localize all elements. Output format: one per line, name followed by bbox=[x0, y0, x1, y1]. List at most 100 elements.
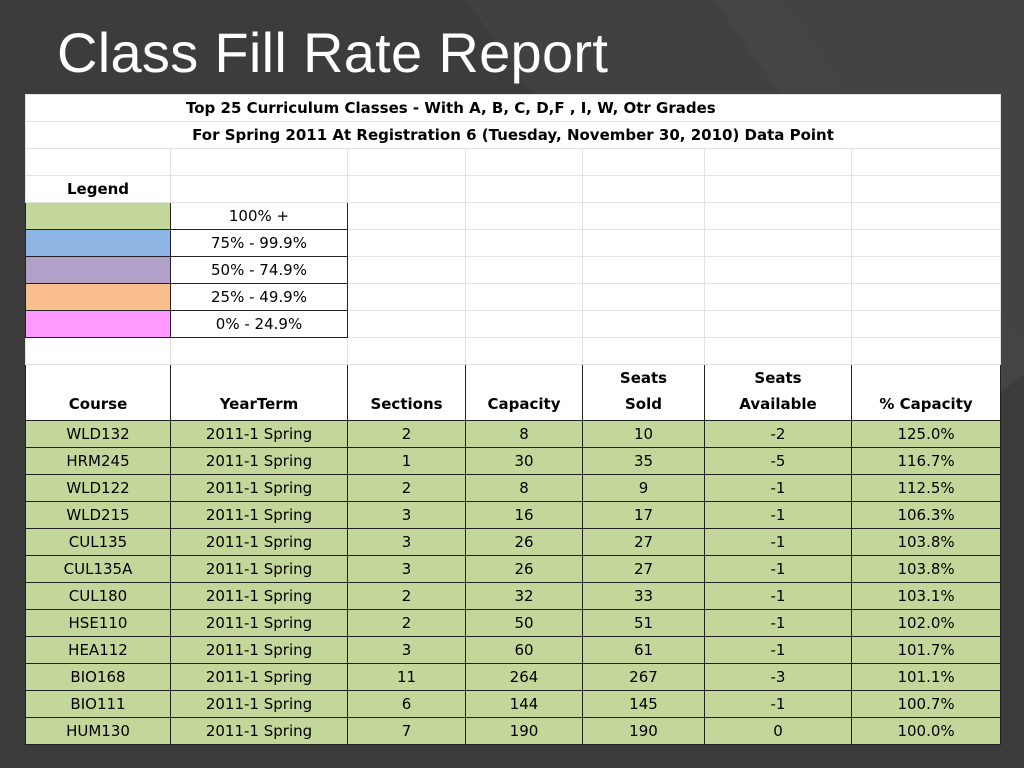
empty-cell bbox=[582, 175, 705, 203]
data-rows: WLD132 2011-1 Spring 2 8 10 -2 125.0% HRM245 201… bbox=[25, 420, 1002, 745]
cell-seats-available: 0 bbox=[704, 717, 852, 745]
empty-cell bbox=[850, 283, 1002, 311]
table-row: HRM245 2011-1 Spring 1 30 35 -5 116.7% bbox=[25, 447, 1002, 475]
cell-sections: 2 bbox=[347, 609, 466, 637]
empty-cell bbox=[170, 148, 348, 176]
empty-cell bbox=[704, 337, 852, 365]
cell-seats-available: -1 bbox=[704, 609, 852, 637]
column-header-sections: Sections bbox=[347, 364, 466, 421]
empty-cell bbox=[347, 148, 466, 176]
column-header-pct-capacity: % Capacity bbox=[850, 364, 1002, 421]
empty-cell bbox=[582, 148, 705, 176]
empty-cell bbox=[347, 229, 466, 257]
empty-cell bbox=[465, 229, 583, 257]
cell-pct-capacity: 101.1% bbox=[850, 663, 1002, 691]
cell-sections: 1 bbox=[347, 447, 466, 475]
cell-pct-capacity: 100.0% bbox=[850, 717, 1002, 745]
empty-cell bbox=[582, 202, 705, 230]
empty-cell bbox=[850, 148, 1002, 176]
legend-row: 0% - 24.9% bbox=[25, 310, 1002, 338]
empty-cell bbox=[170, 175, 348, 203]
cell-sections: 2 bbox=[347, 420, 466, 448]
table-row: HUM130 2011-1 Spring 7 190 190 0 100.0% bbox=[25, 717, 1002, 745]
cell-pct-capacity: 100.7% bbox=[850, 690, 1002, 718]
table-row: WLD132 2011-1 Spring 2 8 10 -2 125.0% bbox=[25, 420, 1002, 448]
column-header-seats-sold-line1: Seats bbox=[619, 369, 668, 387]
legend-swatch-blue bbox=[25, 229, 171, 257]
cell-course: BIO168 bbox=[25, 663, 171, 691]
cell-seats-available: -2 bbox=[704, 420, 852, 448]
cell-sections: 3 bbox=[347, 501, 466, 529]
cell-seats-available: -1 bbox=[704, 636, 852, 664]
cell-yearterm: 2011-1 Spring bbox=[170, 555, 348, 583]
column-header-seats-available-line1: Seats bbox=[754, 369, 802, 387]
legend-title: Legend bbox=[25, 175, 171, 203]
table-row: CUL135 2011-1 Spring 3 26 27 -1 103.8% bbox=[25, 528, 1002, 556]
cell-sections: 3 bbox=[347, 528, 466, 556]
column-header-course: Course bbox=[25, 364, 171, 421]
cell-seats-sold: 35 bbox=[582, 447, 705, 475]
empty-cell bbox=[170, 337, 348, 365]
cell-capacity: 60 bbox=[465, 636, 583, 664]
cell-course: WLD132 bbox=[25, 420, 171, 448]
cell-course: WLD122 bbox=[25, 474, 171, 502]
cell-sections: 3 bbox=[347, 555, 466, 583]
empty-cell bbox=[704, 310, 852, 338]
cell-seats-available: -1 bbox=[704, 690, 852, 718]
cell-capacity: 26 bbox=[465, 555, 583, 583]
cell-pct-capacity: 103.8% bbox=[850, 528, 1002, 556]
report-table: Top 25 Curriculum Classes - With A, B, C… bbox=[24, 94, 1002, 745]
cell-course: CUL135A bbox=[25, 555, 171, 583]
cell-pct-capacity: 125.0% bbox=[850, 420, 1002, 448]
cell-pct-capacity: 103.8% bbox=[850, 555, 1002, 583]
empty-cell bbox=[465, 283, 583, 311]
cell-yearterm: 2011-1 Spring bbox=[170, 474, 348, 502]
cell-course: HUM130 bbox=[25, 717, 171, 745]
cell-capacity: 26 bbox=[465, 528, 583, 556]
empty-cell bbox=[347, 256, 466, 284]
report-heading-1: Top 25 Curriculum Classes - With A, B, C… bbox=[24, 94, 1002, 122]
cell-seats-sold: 51 bbox=[582, 609, 705, 637]
empty-cell bbox=[850, 175, 1002, 203]
cell-seats-sold: 10 bbox=[582, 420, 705, 448]
column-header-row: Course YearTerm Sections Capacity Seats S… bbox=[25, 364, 1002, 421]
cell-sections: 2 bbox=[347, 474, 466, 502]
cell-seats-sold: 145 bbox=[582, 690, 705, 718]
legend-swatch-green bbox=[25, 202, 171, 230]
table-row: CUL180 2011-1 Spring 2 32 33 -1 103.1% bbox=[25, 582, 1002, 610]
column-header-seats-sold-line2: Sold bbox=[625, 395, 662, 413]
cell-seats-sold: 61 bbox=[582, 636, 705, 664]
empty-cell bbox=[850, 256, 1002, 284]
cell-course: WLD215 bbox=[25, 501, 171, 529]
table-row: BIO111 2011-1 Spring 6 144 145 -1 100.7% bbox=[25, 690, 1002, 718]
cell-course: CUL135 bbox=[25, 528, 171, 556]
empty-cell bbox=[704, 229, 852, 257]
table-row: BIO168 2011-1 Spring 11 264 267 -3 101.1% bbox=[25, 663, 1002, 691]
legend-swatch-purple bbox=[25, 256, 171, 284]
cell-course: HSE110 bbox=[25, 609, 171, 637]
empty-cell bbox=[850, 310, 1002, 338]
cell-seats-sold: 27 bbox=[582, 555, 705, 583]
column-header-capacity: Capacity bbox=[465, 364, 583, 421]
table-row: CUL135A 2011-1 Spring 3 26 27 -1 103.8% bbox=[25, 555, 1002, 583]
empty-cell bbox=[704, 256, 852, 284]
table-row: WLD122 2011-1 Spring 2 8 9 -1 112.5% bbox=[25, 474, 1002, 502]
column-header-seats-sold: Seats Sold bbox=[582, 364, 705, 421]
cell-yearterm: 2011-1 Spring bbox=[170, 636, 348, 664]
cell-seats-sold: 9 bbox=[582, 474, 705, 502]
table-row: HEA112 2011-1 Spring 3 60 61 -1 101.7% bbox=[25, 636, 1002, 664]
cell-pct-capacity: 116.7% bbox=[850, 447, 1002, 475]
cell-seats-available: -1 bbox=[704, 501, 852, 529]
cell-yearterm: 2011-1 Spring bbox=[170, 420, 348, 448]
empty-cell bbox=[347, 337, 466, 365]
cell-yearterm: 2011-1 Spring bbox=[170, 690, 348, 718]
empty-cell bbox=[347, 202, 466, 230]
empty-cell bbox=[582, 310, 705, 338]
empty-cell bbox=[465, 337, 583, 365]
cell-pct-capacity: 106.3% bbox=[850, 501, 1002, 529]
cell-seats-sold: 27 bbox=[582, 528, 705, 556]
cell-capacity: 32 bbox=[465, 582, 583, 610]
empty-cell bbox=[850, 337, 1002, 365]
empty-cell bbox=[704, 283, 852, 311]
slide-title: Class Fill Rate Report bbox=[57, 21, 609, 84]
